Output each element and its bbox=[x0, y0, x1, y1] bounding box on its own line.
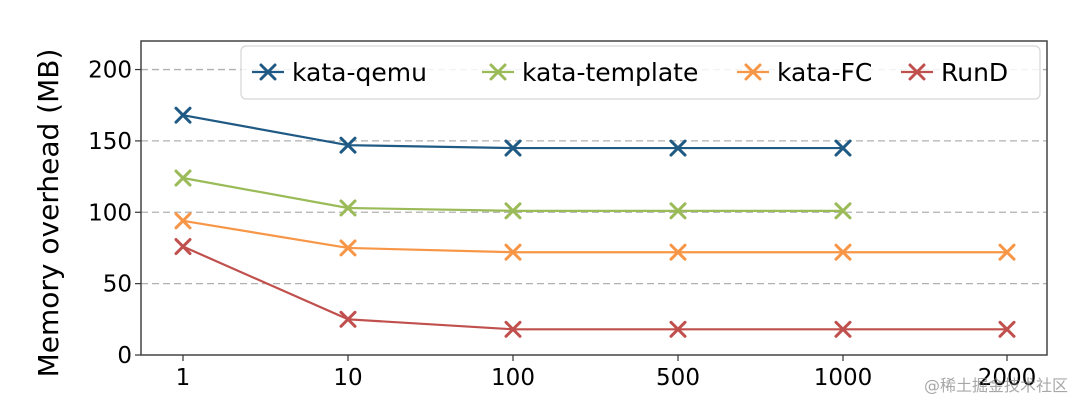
series-kata-FC bbox=[174, 212, 1016, 261]
series-group bbox=[174, 106, 1016, 338]
x-marker-icon bbox=[669, 139, 687, 157]
x-marker-icon bbox=[669, 202, 687, 220]
legend-label: kata-template bbox=[522, 58, 698, 87]
x-marker-icon bbox=[174, 169, 192, 187]
x-tick-label: 1 bbox=[176, 365, 191, 391]
legend: kata-qemu kata-template kata-FC RunD bbox=[240, 45, 1041, 100]
series-line bbox=[182, 219, 1007, 254]
x-marker-icon bbox=[998, 243, 1016, 261]
x-marker-icon bbox=[339, 136, 357, 154]
x-marker-icon bbox=[259, 63, 277, 81]
series-line bbox=[182, 114, 843, 150]
x-tick-label: 100 bbox=[491, 365, 535, 391]
series-kata-qemu bbox=[174, 106, 852, 157]
legend-item-kata-qemu: kata-qemu bbox=[252, 58, 427, 87]
y-tick-label: 0 bbox=[117, 343, 132, 369]
legend-item-kata-FC: kata-FC bbox=[737, 58, 872, 87]
x-marker-icon bbox=[908, 63, 926, 81]
x-marker-icon bbox=[669, 320, 687, 338]
legend-label: kata-qemu bbox=[292, 58, 427, 87]
x-tick-label: 1000 bbox=[814, 365, 873, 391]
x-marker-icon bbox=[744, 63, 762, 81]
series-line bbox=[182, 176, 843, 212]
x-tick-label: 10 bbox=[333, 365, 362, 391]
y-axis: 0 50 100 150 200 bbox=[88, 58, 141, 369]
x-marker-icon bbox=[174, 212, 192, 230]
x-marker-icon bbox=[834, 139, 852, 157]
x-tick-label: 2000 bbox=[978, 365, 1037, 391]
y-tick-label: 100 bbox=[88, 200, 132, 226]
watermark: @稀土掘金技术社区 bbox=[923, 376, 1068, 395]
x-marker-icon bbox=[998, 320, 1016, 338]
x-marker-icon bbox=[504, 320, 522, 338]
x-axis: 1 10 100 500 1000 2000 bbox=[176, 355, 1037, 391]
y-tick-label: 200 bbox=[88, 58, 132, 84]
legend-box bbox=[240, 45, 1041, 100]
x-marker-icon bbox=[504, 139, 522, 157]
x-marker-icon bbox=[339, 310, 357, 328]
y-axis-label: Memory overhead (MB) bbox=[32, 49, 65, 378]
legend-label: RunD bbox=[941, 58, 1008, 87]
y-tick-label: 50 bbox=[103, 272, 132, 298]
x-marker-icon bbox=[174, 106, 192, 124]
x-marker-icon bbox=[339, 199, 357, 217]
x-marker-icon bbox=[339, 239, 357, 257]
series-line bbox=[182, 245, 1007, 331]
legend-item-kata-template: kata-template bbox=[482, 58, 698, 87]
legend-item-RunD: RunD bbox=[901, 58, 1008, 87]
x-marker-icon bbox=[834, 202, 852, 220]
x-marker-icon bbox=[489, 63, 507, 81]
x-marker-icon bbox=[669, 243, 687, 261]
series-kata-template bbox=[174, 169, 852, 220]
plot-frame bbox=[140, 40, 1048, 356]
series-RunD bbox=[174, 238, 1016, 338]
legend-label: kata-FC bbox=[777, 58, 872, 87]
x-marker-icon bbox=[504, 202, 522, 220]
x-marker-icon bbox=[834, 243, 852, 261]
x-marker-icon bbox=[504, 243, 522, 261]
x-marker-icon bbox=[174, 238, 192, 256]
x-marker-icon bbox=[834, 320, 852, 338]
y-tick-label: 150 bbox=[88, 129, 132, 155]
x-tick-label: 500 bbox=[656, 365, 700, 391]
